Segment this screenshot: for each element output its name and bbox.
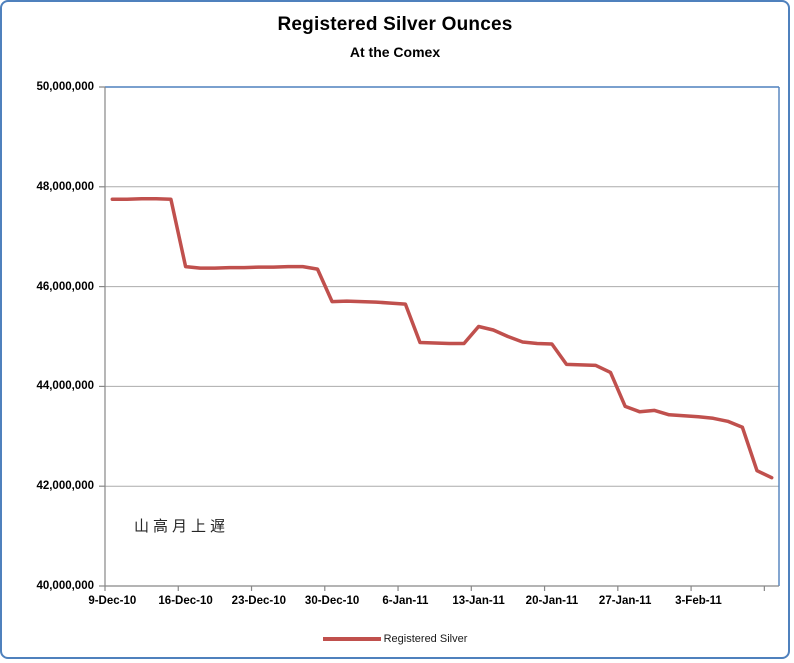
x-axis-label: 3-Feb-11: [675, 595, 722, 607]
x-axis-label: 20-Jan-11: [525, 595, 579, 607]
x-axis-label: 23-Dec-10: [231, 595, 287, 607]
chart-subtitle: At the Comex: [349, 44, 441, 60]
y-axis-label: 46,000,000: [36, 280, 94, 293]
x-axis-label: 6-Jan-11: [382, 595, 429, 607]
x-axis-label: 13-Jan-11: [452, 595, 505, 607]
registered-silver-line: [110, 197, 774, 480]
y-axis-label: 40,000,000: [36, 580, 94, 592]
x-axis-label: 30-Dec-10: [304, 595, 360, 607]
x-axis-label: 27-Jan-11: [598, 595, 652, 607]
y-axis-label: 44,000,000: [36, 380, 94, 393]
y-axis-label: 50,000,000: [36, 81, 94, 93]
plot-area: [99, 86, 780, 591]
legend: Registered Silver: [2, 633, 788, 645]
legend-label: Registered Silver: [383, 633, 468, 645]
chart-title: Registered Silver Ounces: [277, 14, 513, 35]
x-axis-label: 16-Dec-10: [158, 595, 213, 607]
y-axis-label: 42,000,000: [36, 480, 94, 493]
legend-line-swatch: [322, 637, 381, 641]
watermark-annotation: 山高月上遅: [134, 517, 230, 535]
y-axis-label: 48,000,000: [36, 180, 94, 193]
x-axis-label: 9-Dec-10: [88, 595, 137, 607]
